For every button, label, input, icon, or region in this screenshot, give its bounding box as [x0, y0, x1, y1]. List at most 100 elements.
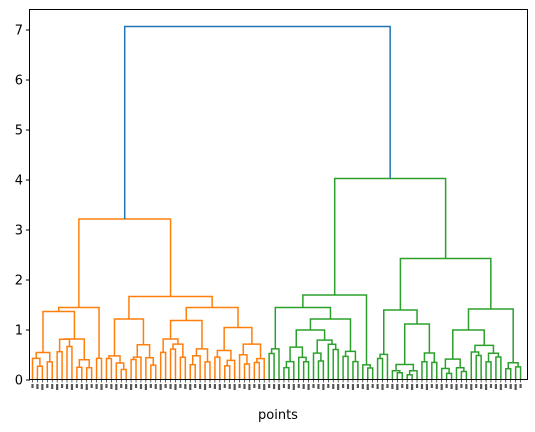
orange-link	[130, 358, 137, 380]
orange-link	[224, 365, 231, 380]
x-leaf-label	[460, 384, 463, 388]
x-leaf-label	[366, 384, 369, 390]
orange-link	[238, 354, 248, 380]
orange-link	[36, 365, 44, 380]
x-leaf-label	[371, 384, 374, 388]
y-tick-label: 1	[15, 324, 23, 339]
green-link	[505, 367, 512, 380]
x-leaf-label	[51, 384, 54, 389]
y-tick-label: 4	[15, 174, 23, 189]
x-leaf-label	[337, 384, 340, 390]
x-leaf-label	[322, 384, 325, 390]
x-leaf-label	[381, 384, 384, 390]
green-link	[316, 339, 333, 354]
x-leaf-label	[223, 384, 226, 388]
orange-link	[216, 349, 232, 361]
leaf-labels	[31, 380, 522, 390]
y-tick-label: 2	[15, 274, 23, 289]
orange-link	[223, 326, 253, 351]
x-leaf-label	[401, 384, 404, 388]
green-link	[333, 177, 447, 295]
orange-link	[242, 343, 262, 359]
green-link	[376, 357, 384, 380]
x-leaf-label	[396, 384, 399, 390]
orange-link	[226, 359, 236, 380]
x-leaf-label	[317, 384, 320, 389]
orange-link	[214, 356, 221, 380]
green-link	[460, 370, 468, 380]
x-leaf-label	[332, 384, 335, 389]
x-leaf-label	[149, 384, 152, 388]
x-leaf-label	[312, 384, 315, 388]
x-leaf-label	[411, 384, 414, 390]
green-link	[395, 363, 415, 371]
green-link	[366, 367, 374, 380]
x-leaf-label	[430, 384, 433, 388]
x-leaf-label	[282, 384, 286, 388]
x-leaf-label	[238, 384, 241, 388]
x-leaf-label	[130, 384, 133, 390]
x-leaf-label	[60, 384, 64, 388]
x-leaf-label	[475, 384, 478, 388]
x-leaf-label	[174, 384, 177, 390]
orange-link	[204, 361, 211, 380]
x-leaf-label	[203, 384, 207, 390]
x-leaf-label	[406, 384, 409, 389]
x-leaf-label	[144, 384, 147, 390]
orange-link	[191, 355, 201, 380]
x-leaf-label	[499, 384, 502, 390]
x-leaf-label	[519, 384, 522, 388]
green-link	[440, 367, 450, 380]
orange-link	[113, 318, 145, 356]
green-link	[467, 308, 514, 363]
x-leaf-label	[243, 384, 246, 389]
green-link	[302, 360, 310, 380]
orange-link	[185, 306, 239, 328]
x-leaf-label	[302, 384, 305, 389]
orange-link	[66, 345, 73, 380]
orange-link	[78, 218, 172, 308]
green-link	[383, 309, 418, 355]
x-leaf-label	[253, 384, 256, 388]
x-leaf-label	[65, 384, 69, 389]
x-leaf-label	[105, 384, 108, 388]
x-leaf-label	[85, 384, 88, 390]
orange-link	[76, 366, 83, 380]
green-link	[507, 362, 519, 369]
x-leaf-label	[341, 384, 345, 388]
x-leaf-label	[228, 384, 231, 389]
orange-link	[169, 348, 177, 380]
green-link	[475, 354, 482, 380]
x-leaf-label	[287, 384, 290, 389]
green-link	[295, 329, 326, 348]
green-link	[399, 257, 492, 310]
x-leaf-label	[440, 384, 443, 390]
green-link	[445, 372, 453, 380]
orange-link	[243, 363, 251, 380]
x-leaf-label	[514, 384, 517, 390]
y-tick-label: 6	[15, 74, 23, 89]
x-leaf-label	[420, 384, 424, 389]
green-link	[455, 366, 465, 380]
x-leaf-label	[95, 384, 98, 389]
x-leaf-label	[445, 384, 448, 388]
x-leaf-label	[386, 384, 389, 388]
x-leaf-label	[159, 384, 162, 390]
x-leaf-label	[56, 384, 59, 390]
x-leaf-label	[277, 384, 281, 390]
x-leaf-label	[484, 384, 488, 390]
x-leaf-label	[194, 384, 197, 388]
dendrogram-links	[31, 25, 522, 380]
x-leaf-label	[263, 384, 266, 390]
green-link	[485, 361, 492, 380]
orange-link	[35, 351, 51, 362]
orange-link	[120, 368, 127, 380]
x-leaf-label	[120, 384, 123, 388]
green-link	[342, 355, 349, 380]
x-leaf-label	[115, 384, 118, 390]
x-leaf-label	[307, 384, 310, 390]
green-link	[514, 366, 522, 380]
x-leaf-label	[125, 384, 128, 389]
root-link	[123, 25, 391, 219]
